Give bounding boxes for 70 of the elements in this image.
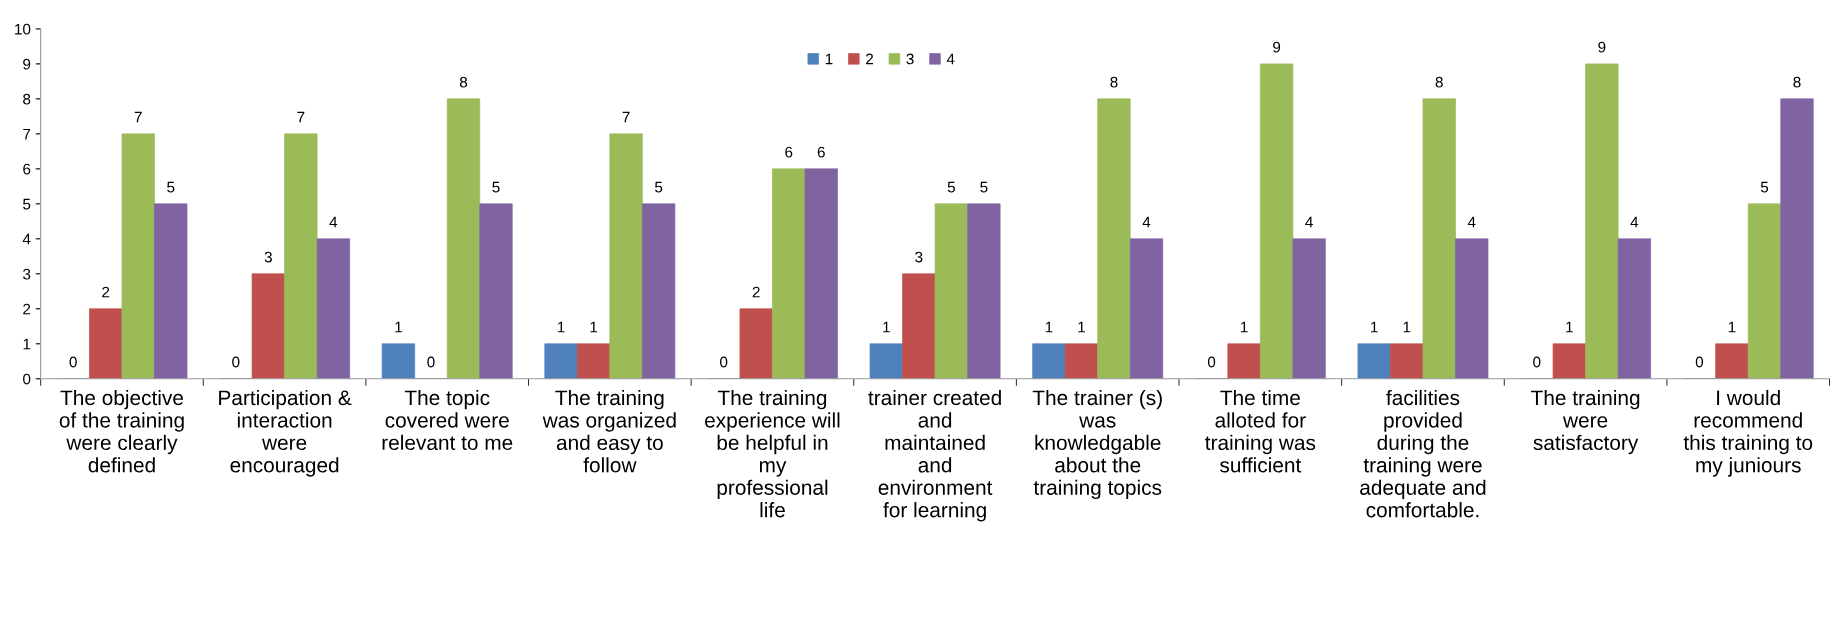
data-label: 5 (654, 181, 663, 193)
y-tick-label: 4 (22, 233, 31, 245)
x-tick-label: facilities provided during the training were adequate and comfortable. (1360, 389, 1486, 518)
x-tick-label: trainer created and maintained and environment for learning (868, 389, 1001, 522)
x-tick-label: I would recommend this training to my juniours (1683, 389, 1813, 477)
y-tick-label: 9 (23, 58, 31, 70)
y-tick-label: 8 (23, 93, 31, 105)
data-label: 0 (1533, 356, 1541, 368)
data-label: 0 (720, 356, 728, 368)
x-tick-label: The topic covered were relevant to me (382, 389, 513, 451)
data-label: 9 (1273, 41, 1281, 53)
x-tick-label: The time alloted for training was sufficient (1205, 389, 1316, 473)
data-label: 7 (134, 111, 142, 123)
data-label: 0 (427, 356, 435, 368)
data-label: 7 (622, 111, 630, 123)
data-label: 1 (1371, 321, 1378, 333)
data-label: 2 (752, 286, 760, 298)
y-tick-label: 1 (23, 338, 31, 350)
y-tick-label: 5 (23, 198, 31, 210)
data-label: 5 (980, 181, 988, 193)
data-label: 5 (947, 181, 955, 193)
y-tick-label: 0 (23, 373, 31, 385)
data-label: 1 (395, 321, 402, 333)
y-tick-label: 7 (23, 128, 31, 140)
data-label: 4 (1142, 216, 1151, 228)
data-label: 1 (1403, 321, 1411, 333)
data-label: 4 (1305, 216, 1313, 228)
x-tick-label: The trainer (s) was knowledgable about the training topics (1032, 389, 1162, 500)
x-tick-label: The training experience will be helpful in my professional life (705, 389, 840, 518)
data-label: 1 (557, 321, 565, 333)
data-label: 1 (1240, 321, 1248, 333)
data-label: 3 (264, 251, 272, 263)
y-tick-label: 6 (23, 163, 31, 175)
y-tick-label: 2 (23, 303, 31, 315)
data-label: 4 (1630, 216, 1639, 228)
data-label: 4 (329, 216, 338, 228)
data-label: 1 (590, 321, 598, 333)
data-label: 1 (1728, 321, 1736, 333)
data-label: 1 (1045, 321, 1053, 333)
x-tick-label: The training was organized and easy to follow (542, 389, 676, 473)
data-label: 5 (1760, 181, 1769, 193)
data-label: 8 (1793, 76, 1801, 88)
data-label: 0 (232, 356, 240, 368)
data-label: 8 (459, 76, 468, 88)
data-label: 9 (1598, 41, 1606, 53)
data-label: 8 (1110, 76, 1118, 88)
legend-label: 1 (825, 53, 833, 65)
data-label: 8 (1435, 76, 1443, 88)
data-label: 3 (915, 251, 923, 263)
data-label: 2 (102, 286, 110, 298)
data-label: 0 (69, 356, 77, 368)
data-label: 6 (785, 146, 793, 158)
data-label: 1 (1078, 321, 1085, 333)
data-label: 1 (1566, 321, 1573, 333)
data-label: 6 (817, 146, 825, 158)
legend-label: 2 (866, 53, 874, 65)
data-label: 0 (1695, 356, 1704, 368)
y-tick-label: 10 (15, 23, 31, 35)
data-label: 5 (492, 181, 500, 193)
x-tick-label: Participation & interaction were encouraged (219, 389, 352, 477)
data-label: 7 (297, 111, 305, 123)
legend-label: 3 (906, 53, 914, 65)
data-label: 0 (1207, 356, 1216, 368)
x-tick-label: The objective of the training were clearly defined (59, 389, 184, 473)
data-label: 4 (1467, 216, 1476, 228)
y-tick-label: 3 (23, 268, 31, 280)
data-label: 5 (167, 181, 175, 193)
legend-label: 4 (946, 53, 955, 65)
x-tick-label: The training were satisfactory (1531, 389, 1640, 455)
data-label: 1 (883, 321, 890, 333)
